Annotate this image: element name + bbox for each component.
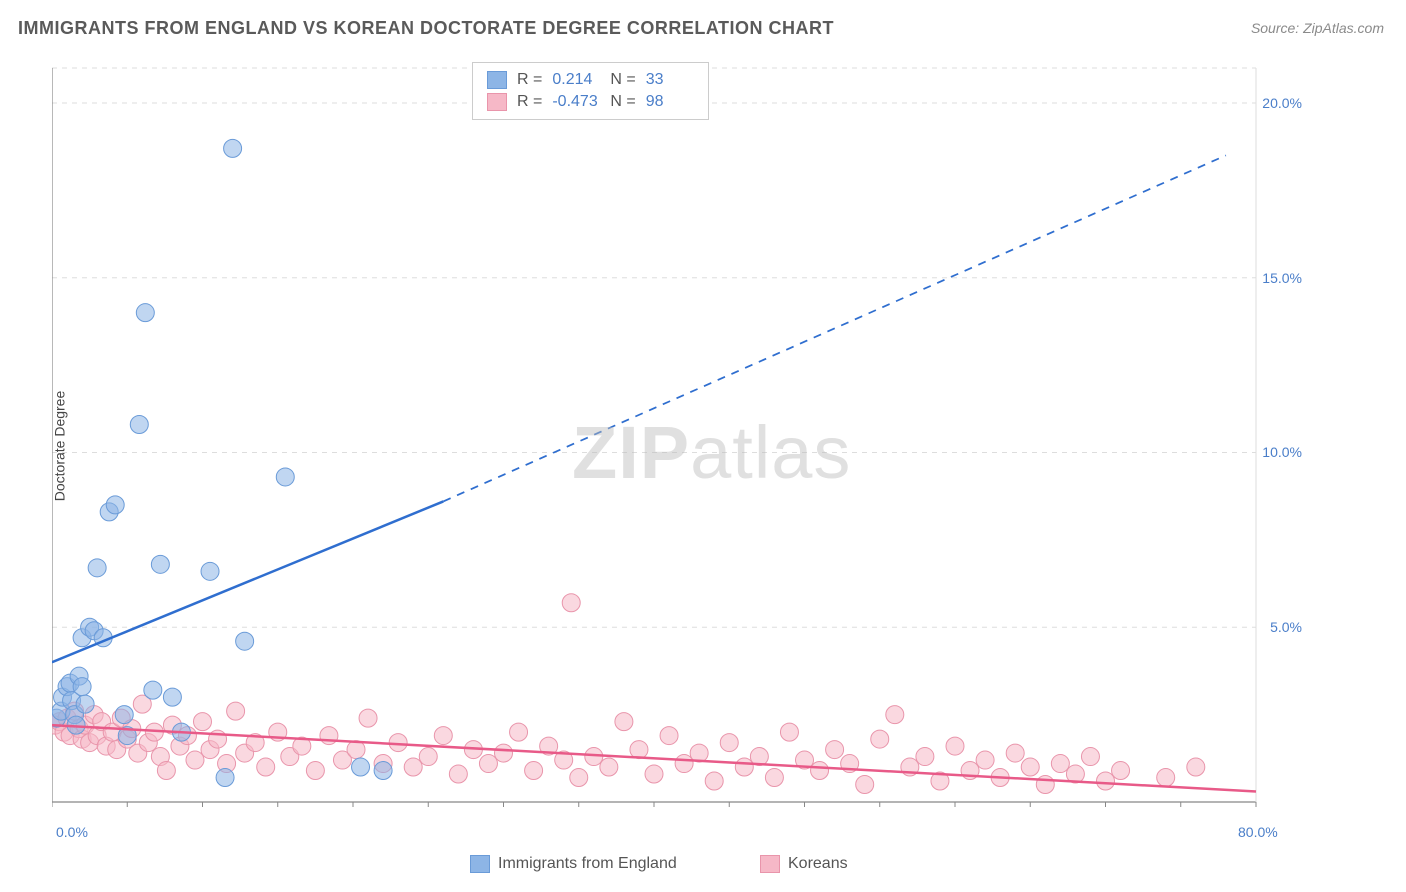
x-tick-label: 80.0% (1238, 824, 1278, 840)
x-tick-label: 0.0% (56, 824, 88, 840)
source-label: Source: ZipAtlas.com (1251, 20, 1384, 36)
chart-container: IMMIGRANTS FROM ENGLAND VS KOREAN DOCTOR… (0, 0, 1406, 892)
stats-row-1: R = 0.214 N = 33 (487, 69, 694, 91)
series-legend-2: Koreans (760, 855, 848, 873)
swatch-bottom-1 (470, 855, 490, 873)
chart-svg (52, 60, 1352, 830)
swatch-series-2 (487, 93, 507, 111)
y-tick-label: 10.0% (1262, 444, 1302, 460)
series-label-2: Koreans (788, 855, 848, 873)
swatch-series-1 (487, 71, 507, 89)
n-value-2: 98 (646, 91, 694, 113)
y-tick-label: 20.0% (1262, 95, 1302, 111)
stats-legend: R = 0.214 N = 33 R = -0.473 N = 98 (472, 62, 709, 120)
plot-area: ZIPatlas R = 0.214 N = 33 R = -0.473 N =… (52, 60, 1352, 830)
swatch-bottom-2 (760, 855, 780, 873)
r-value-2: -0.473 (552, 91, 600, 113)
stats-row-2: R = -0.473 N = 98 (487, 91, 694, 113)
y-tick-label: 15.0% (1262, 270, 1302, 286)
chart-title: IMMIGRANTS FROM ENGLAND VS KOREAN DOCTOR… (18, 18, 834, 39)
series-label-1: Immigrants from England (498, 855, 677, 873)
series-legend-1: Immigrants from England (470, 855, 677, 873)
r-value-1: 0.214 (552, 69, 600, 91)
n-value-1: 33 (646, 69, 694, 91)
y-tick-label: 5.0% (1270, 619, 1302, 635)
